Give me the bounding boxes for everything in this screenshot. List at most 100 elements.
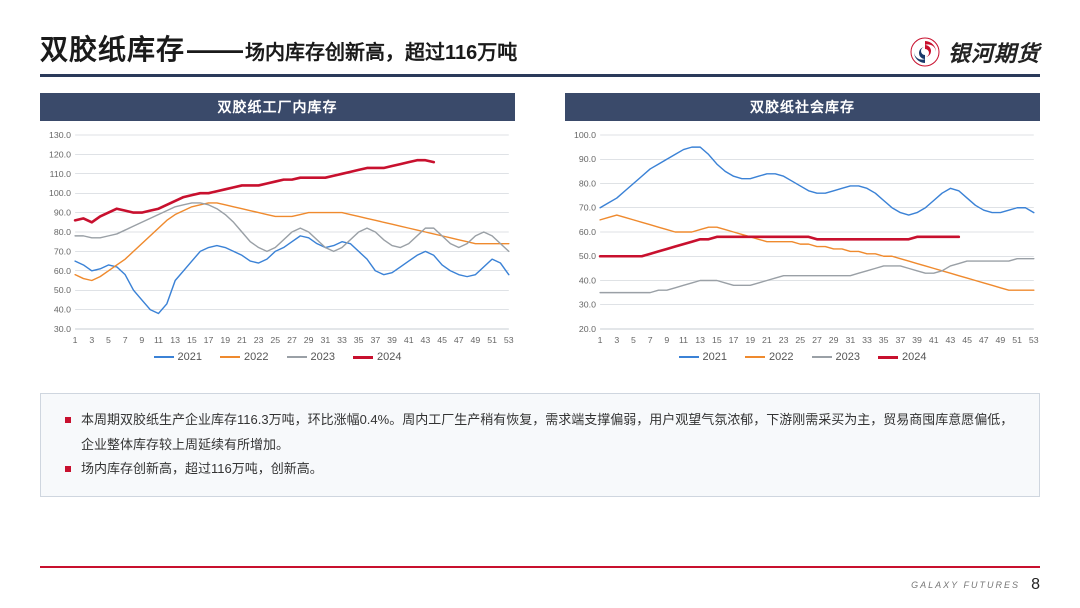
svg-text:120.0: 120.0: [49, 150, 71, 160]
legend-item-2023: 2023: [812, 351, 860, 363]
svg-text:51: 51: [487, 335, 497, 345]
svg-text:29: 29: [829, 335, 839, 345]
note-item: 场内库存创新高，超过116万吨，创新高。: [65, 457, 1015, 482]
svg-text:90.0: 90.0: [54, 208, 71, 218]
svg-text:31: 31: [320, 335, 330, 345]
header: 双胶纸库存 —— 场内库存创新高，超过116万吨 银河期货: [40, 28, 1040, 68]
svg-text:1: 1: [73, 335, 78, 345]
svg-text:43: 43: [946, 335, 956, 345]
svg-text:19: 19: [220, 335, 230, 345]
svg-text:100.0: 100.0: [49, 188, 71, 198]
svg-text:9: 9: [664, 335, 669, 345]
svg-text:70.0: 70.0: [54, 247, 71, 257]
svg-text:50.0: 50.0: [579, 251, 596, 261]
legend-label: 2024: [902, 351, 926, 363]
svg-text:49: 49: [996, 335, 1006, 345]
svg-text:7: 7: [123, 335, 128, 345]
svg-text:11: 11: [679, 335, 688, 345]
svg-text:49: 49: [471, 335, 481, 345]
legend-label: 2022: [769, 351, 793, 363]
legend-swatch: [220, 356, 240, 358]
chart-left-col: 双胶纸工厂内库存 30.040.050.060.070.080.090.0100…: [40, 93, 515, 363]
svg-text:40.0: 40.0: [579, 276, 596, 286]
series-2023: [75, 203, 509, 252]
svg-text:39: 39: [387, 335, 397, 345]
title-sub: 场内库存创新高，超过116万吨: [245, 36, 517, 65]
svg-text:25: 25: [795, 335, 805, 345]
svg-text:27: 27: [287, 335, 297, 345]
chart-right: 20.030.040.050.060.070.080.090.0100.0135…: [565, 127, 1040, 347]
svg-text:29: 29: [304, 335, 314, 345]
svg-text:30.0: 30.0: [579, 300, 596, 310]
svg-text:30.0: 30.0: [54, 324, 71, 334]
svg-text:23: 23: [779, 335, 789, 345]
legend-item-2022: 2022: [745, 351, 793, 363]
svg-text:35: 35: [879, 335, 889, 345]
svg-text:47: 47: [979, 335, 989, 345]
legend-swatch: [745, 356, 765, 358]
svg-text:100.0: 100.0: [574, 130, 596, 140]
svg-text:45: 45: [962, 335, 972, 345]
note-bullet-icon: [65, 466, 71, 472]
svg-text:21: 21: [762, 335, 772, 345]
legend-swatch: [353, 356, 373, 359]
legend-label: 2023: [311, 351, 335, 363]
svg-text:51: 51: [1012, 335, 1022, 345]
svg-text:39: 39: [912, 335, 922, 345]
legend-swatch: [154, 356, 174, 358]
svg-text:3: 3: [89, 335, 94, 345]
svg-text:60.0: 60.0: [54, 266, 71, 276]
svg-text:47: 47: [454, 335, 464, 345]
chart-right-title: 双胶纸社会库存: [565, 93, 1040, 121]
svg-text:31: 31: [845, 335, 855, 345]
series-2021: [75, 236, 509, 314]
svg-text:80.0: 80.0: [54, 227, 71, 237]
svg-text:110.0: 110.0: [50, 169, 71, 179]
galaxy-swirl-icon: [910, 37, 940, 67]
notes-box: 本周期双胶纸生产企业库存116.3万吨，环比涨幅0.4%。周内工厂生产稍有恢复，…: [40, 393, 1040, 497]
title-main: 双胶纸库存: [40, 28, 185, 68]
legend-label: 2023: [836, 351, 860, 363]
svg-text:20.0: 20.0: [579, 324, 596, 334]
svg-text:17: 17: [204, 335, 214, 345]
brand-name: 银河期货: [948, 36, 1040, 68]
legend-item-2022: 2022: [220, 351, 268, 363]
svg-text:33: 33: [337, 335, 347, 345]
legend-swatch: [812, 356, 832, 358]
series-2023: [600, 259, 1034, 293]
svg-text:13: 13: [170, 335, 180, 345]
svg-text:80.0: 80.0: [579, 179, 596, 189]
svg-text:21: 21: [237, 335, 247, 345]
svg-text:33: 33: [862, 335, 872, 345]
svg-text:37: 37: [895, 335, 905, 345]
legend-swatch: [679, 356, 699, 358]
series-2024: [600, 237, 959, 256]
charts-row: 双胶纸工厂内库存 30.040.050.060.070.080.090.0100…: [40, 93, 1040, 363]
series-2024: [75, 160, 434, 222]
svg-text:53: 53: [504, 335, 514, 345]
legend-swatch: [878, 356, 898, 359]
svg-text:11: 11: [154, 335, 163, 345]
legend-item-2021: 2021: [154, 351, 202, 363]
legend-item-2021: 2021: [679, 351, 727, 363]
svg-text:41: 41: [929, 335, 939, 345]
legend-item-2024: 2024: [878, 351, 926, 363]
svg-text:50.0: 50.0: [54, 285, 71, 295]
footer-rule: [40, 566, 1040, 568]
page-number: 8: [1031, 576, 1040, 594]
legend-swatch: [287, 356, 307, 358]
legend-label: 2021: [703, 351, 727, 363]
chart-left-legend: 2021 2022 2023 2024: [40, 351, 515, 363]
series-2022: [600, 215, 1034, 290]
header-rule: [40, 74, 1040, 77]
svg-text:15: 15: [187, 335, 197, 345]
legend-label: 2024: [377, 351, 401, 363]
note-bullet-icon: [65, 417, 71, 423]
svg-text:40.0: 40.0: [54, 305, 71, 315]
svg-text:19: 19: [745, 335, 755, 345]
svg-text:9: 9: [139, 335, 144, 345]
chart-right-legend: 2021 2022 2023 2024: [565, 351, 1040, 363]
svg-text:23: 23: [254, 335, 264, 345]
svg-text:130.0: 130.0: [49, 130, 71, 140]
title-dash: ——: [187, 34, 243, 66]
